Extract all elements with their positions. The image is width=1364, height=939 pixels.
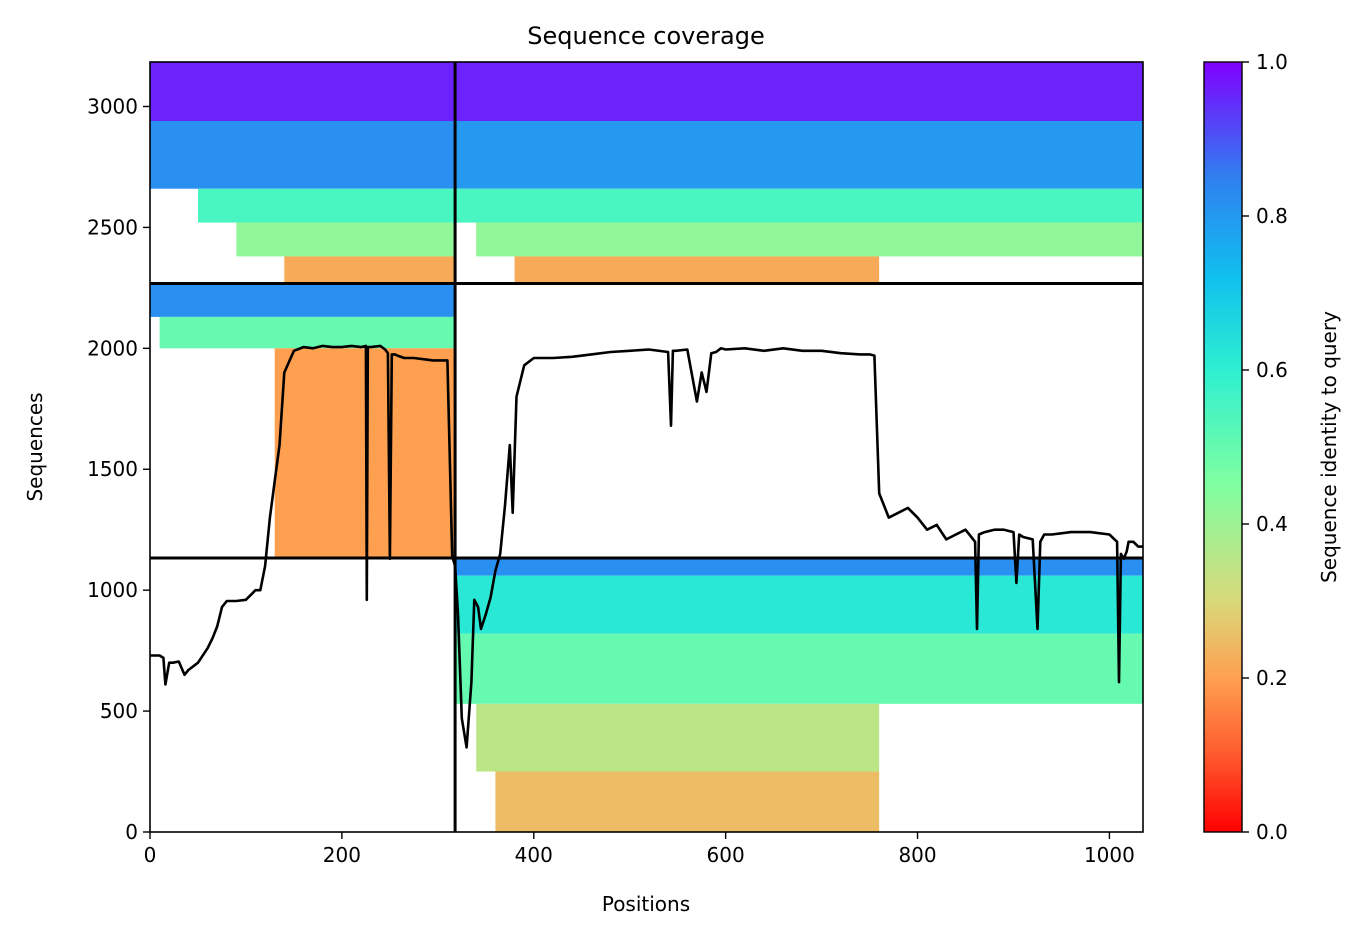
plot-frame (149, 61, 1144, 833)
coverage-block (476, 703, 880, 772)
colorbar-tick-label: 0.2 (1256, 666, 1288, 690)
y-tick-label: 1500 (87, 457, 138, 481)
y-tick-label: 1000 (87, 578, 138, 602)
x-tick-label: 0 (144, 843, 157, 867)
coverage-block (495, 771, 880, 832)
colorbar-tick-label: 0.0 (1256, 820, 1288, 844)
coverage-block (159, 316, 456, 349)
coverage-block (236, 222, 456, 257)
coverage-block (455, 633, 1143, 704)
x-tick-label: 200 (323, 843, 361, 867)
y-tick-label: 0 (125, 820, 138, 844)
coverage-block (455, 575, 1143, 634)
coverage-block (284, 256, 456, 284)
x-tick-label: 600 (707, 843, 745, 867)
colorbar-tick-label: 0.4 (1256, 512, 1288, 536)
colorbar-tick-label: 1.0 (1256, 50, 1288, 74)
y-tick-label: 3000 (87, 94, 138, 118)
chart-title: Sequence coverage (527, 22, 764, 50)
coverage-block (150, 121, 456, 189)
colorbar-tick-label: 0.8 (1256, 204, 1288, 228)
colorbar-gradient (1203, 61, 1243, 833)
coverage-block (150, 283, 456, 317)
coverage-block (455, 188, 1143, 223)
x-tick-label: 400 (515, 843, 553, 867)
x-tick-label: 800 (898, 843, 936, 867)
coverage-block (150, 62, 456, 122)
y-tick-label: 500 (100, 699, 138, 723)
coverage-line (150, 344, 1143, 749)
coverage-block (455, 62, 1143, 122)
coverage-block (514, 256, 880, 284)
x-tick-label: 1000 (1084, 843, 1135, 867)
x-axis-label: Positions (602, 892, 690, 916)
y-tick-label: 2000 (87, 336, 138, 360)
y-axis-label: Sequences (23, 392, 47, 501)
colorbar-tick-label: 0.6 (1256, 358, 1288, 382)
coverage-block (455, 558, 1143, 576)
coverage-block (197, 188, 456, 223)
coverage-block (455, 121, 1143, 189)
coverage-block (476, 222, 1143, 257)
colorbar: 0.0 0.2 0.4 0.6 0.8 1.0 Sequence identity to … (1203, 50, 1341, 844)
colorbar-label: Sequence identity to query (1317, 311, 1341, 583)
y-tick-label: 2500 (87, 215, 138, 239)
